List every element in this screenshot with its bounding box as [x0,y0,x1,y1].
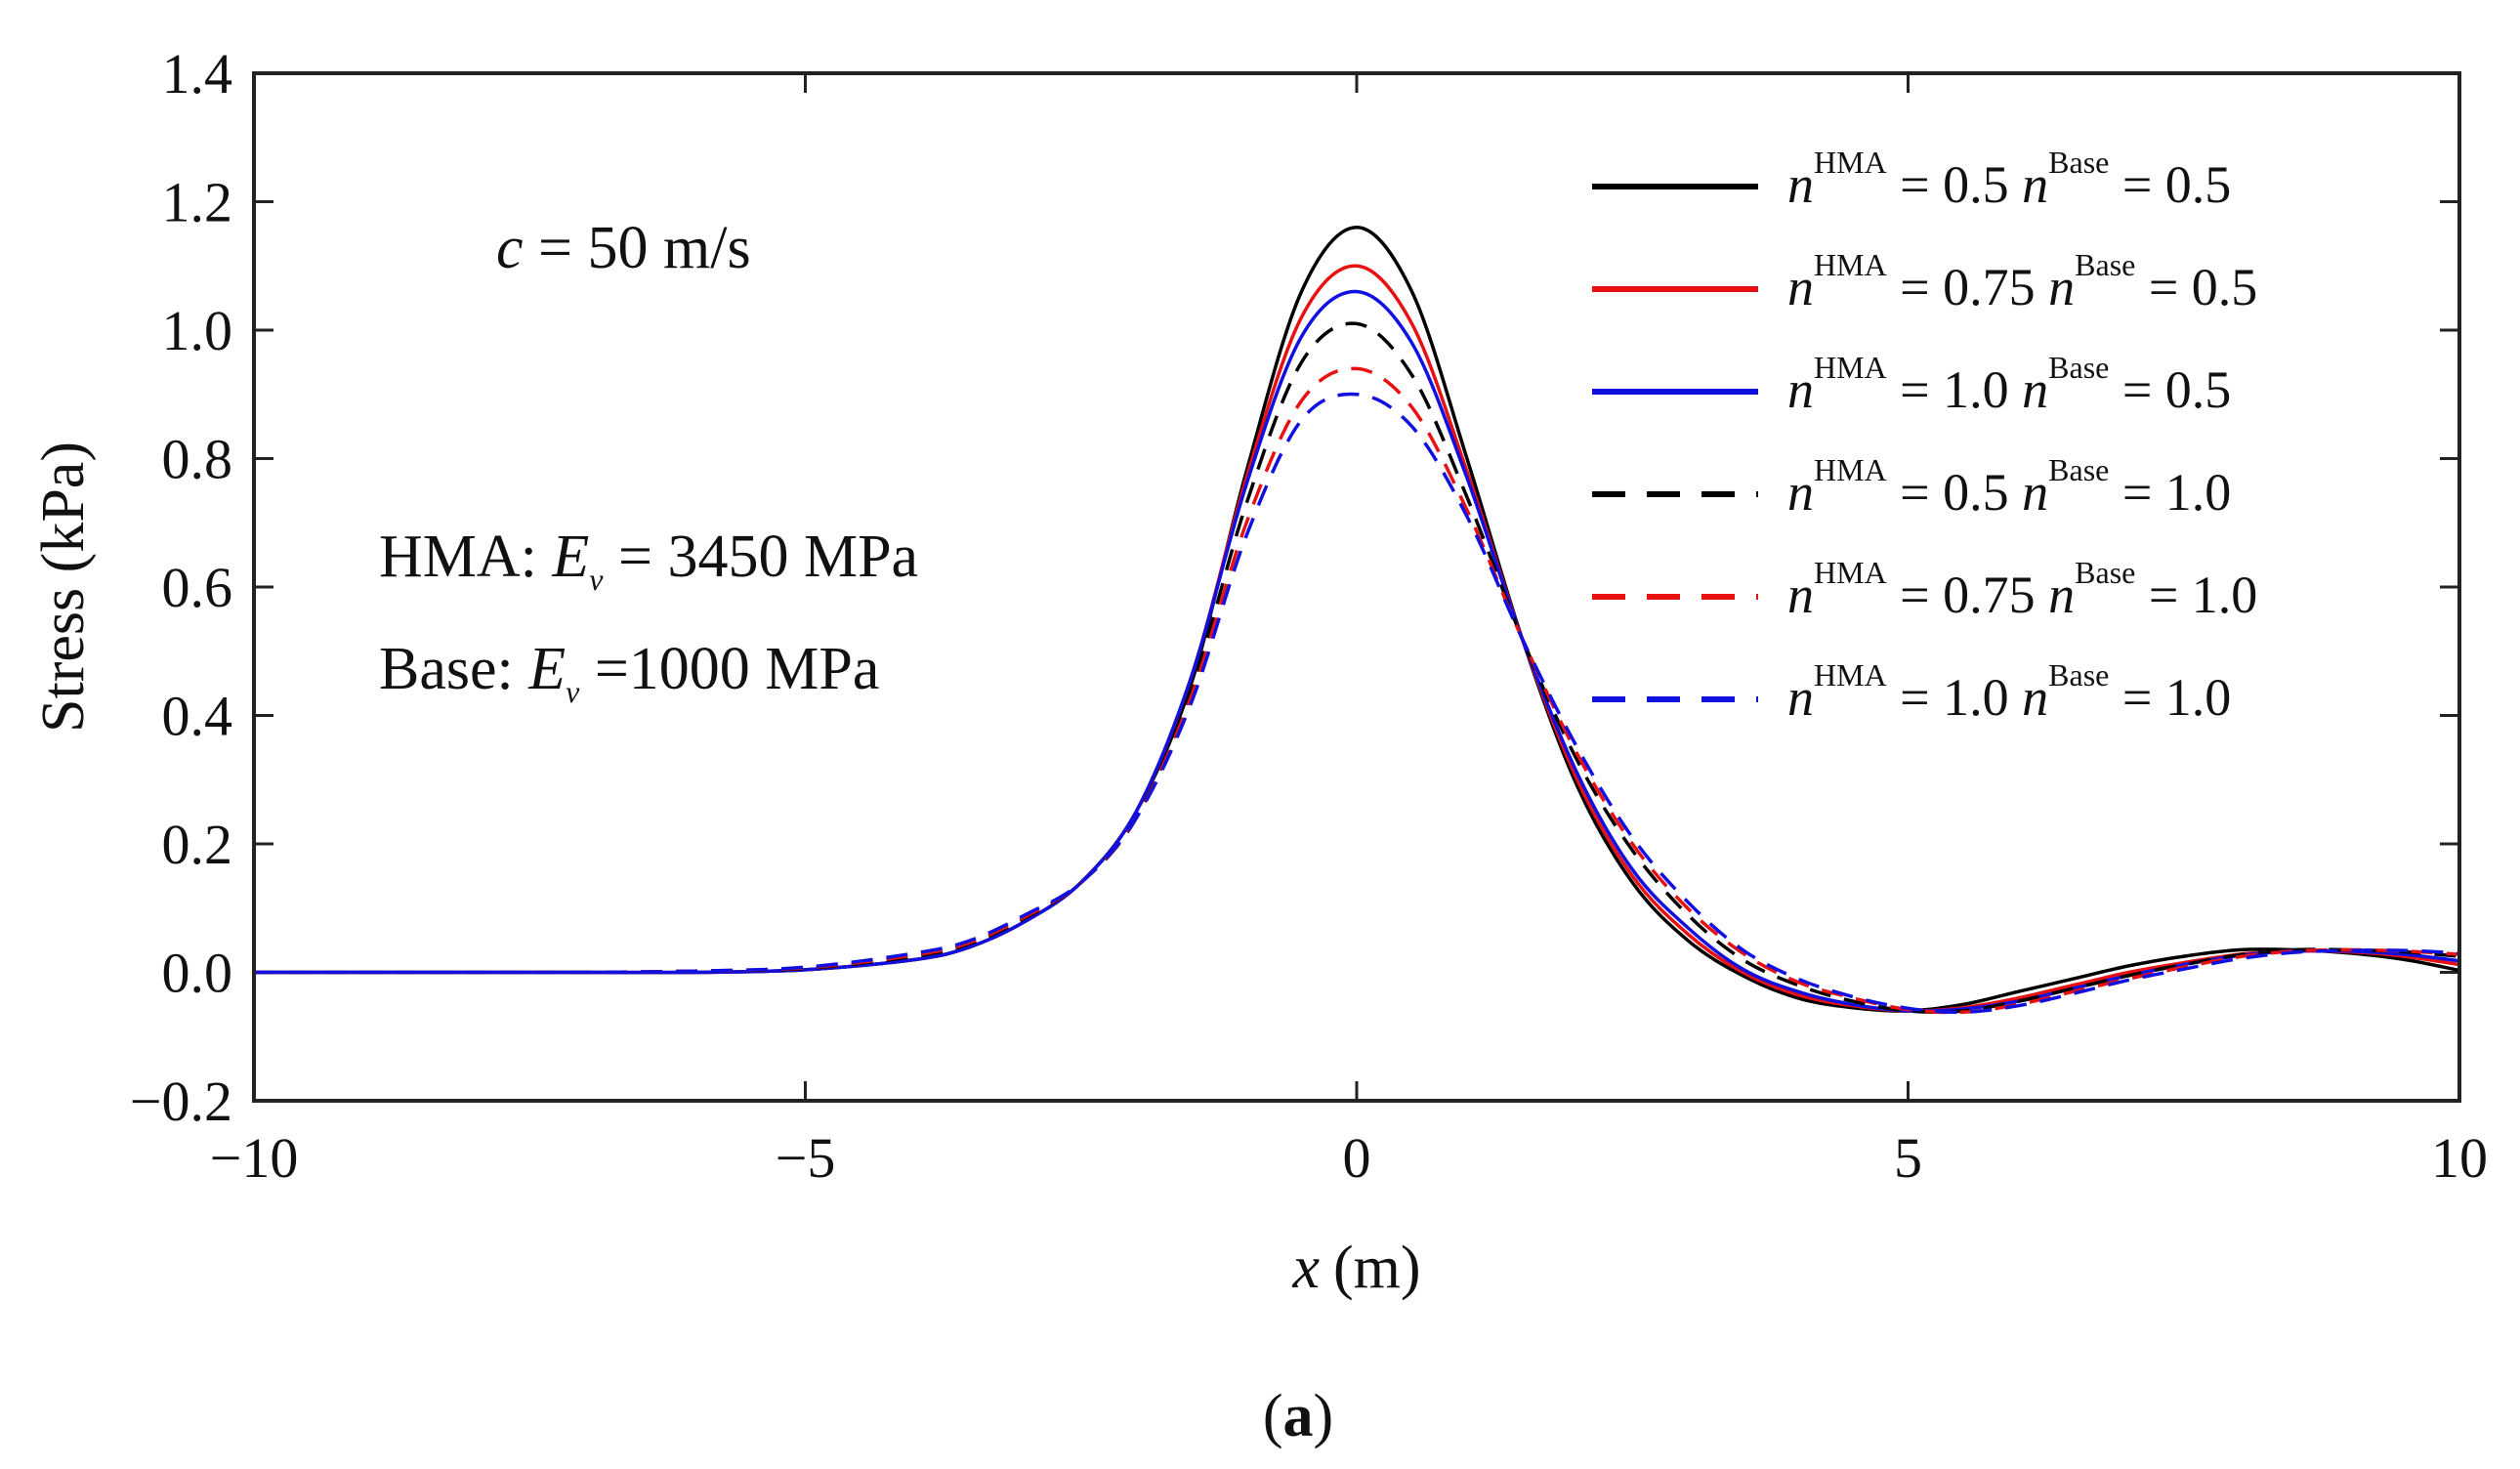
legend-label-4: nHMA = 0.5 nBase = 1.0 [1787,452,2231,522]
y-tick-label: 0.0 [162,942,233,1005]
base-modulus-annotation: Base: Ev =1000 MPa [379,636,879,709]
legend: nHMA = 0.5 nBase = 0.5 nHMA = 0.75 nBase … [1592,145,2257,727]
speed-variable: c [496,215,524,281]
legend-label-2: nHMA = 0.75 nBase = 0.5 [1787,247,2257,316]
caption-letter: a [1283,1383,1314,1449]
x-tick-label: 10 [2431,1126,2488,1190]
legend-label-5: nHMA = 0.75 nBase = 1.0 [1787,555,2257,624]
series-line-4 [254,321,2460,1014]
y-tick-label: 1.4 [162,42,233,105]
base-subscript: v [566,674,580,709]
legend-label-3: nHMA = 1.0 nBase = 0.5 [1787,350,2231,419]
base-value: =1000 MPa [579,636,879,702]
series-line-1 [254,226,2460,1013]
hma-modulus-annotation: HMA: Ev = 3450 MPa [379,524,918,597]
y-tick-label: 1.0 [162,299,233,362]
y-tick-label: 0.8 [162,428,233,491]
hma-value: = 3450 MPa [603,524,918,590]
x-tick-label: −5 [776,1126,836,1190]
y-tick-label: 0.4 [162,685,233,748]
legend-label-6: nHMA = 1.0 nBase = 1.0 [1787,657,2231,727]
hma-variable: E [551,524,589,590]
legend-label-1: nHMA = 0.5 nBase = 0.5 [1787,145,2231,214]
figure-caption: (a) [1263,1383,1333,1449]
speed-annotation: c = 50 m/s [496,215,751,281]
x-axis-variable: x [1291,1235,1320,1301]
y-tick-label: 1.2 [162,171,233,234]
plot-frame [252,71,2461,1103]
speed-value: = 50 m/s [524,215,751,281]
x-axis-label: x (m) [1291,1235,1420,1301]
hma-prefix: HMA: [379,524,552,590]
base-variable: E [527,636,566,702]
x-axis-unit: (m) [1333,1235,1421,1301]
tick-labels: −0.2 0.0 0.2 0.4 0.6 0.8 1.0 1.2 1.4 −10 −5 0 5 10 [130,42,2488,1190]
hma-subscript: v [589,562,604,597]
x-tick-label: 5 [1894,1126,1922,1190]
series-lines [254,226,2460,1015]
y-axis-label: Stress (kPa) [30,441,97,733]
x-tick-label: 0 [1343,1126,1371,1190]
y-tick-label: 0.6 [162,556,233,619]
y-tick-label: 0.2 [162,813,233,876]
x-tick-label: −10 [210,1126,299,1190]
y-tick-label: −0.2 [130,1070,232,1133]
base-prefix: Base: [379,636,528,702]
